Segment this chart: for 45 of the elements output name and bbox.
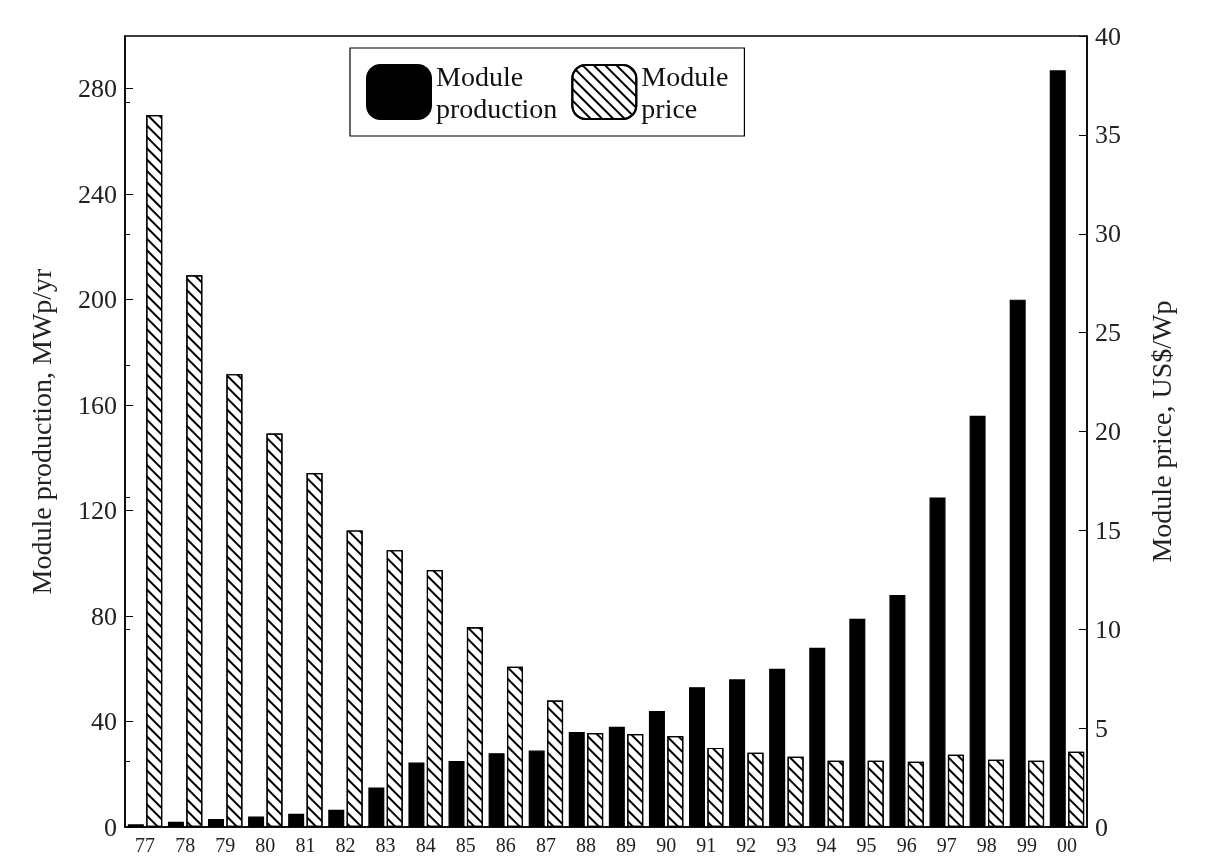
x-tick-label: 80 xyxy=(255,834,276,856)
y2-tick-label: 25 xyxy=(1095,318,1121,348)
y-tick-label: 80 xyxy=(91,601,117,631)
x-tick-label: 87 xyxy=(535,834,556,856)
y2-axis-title: Module price, US$/Wp xyxy=(1145,300,1177,563)
x-tick-label: 81 xyxy=(295,834,316,856)
x-tick-label: 78 xyxy=(175,834,196,856)
y2-tick-label: 35 xyxy=(1095,120,1121,150)
y-tick-label: 280 xyxy=(78,74,117,104)
x-tick-label: 98 xyxy=(976,834,997,856)
x-tick-label: 00 xyxy=(1056,834,1077,856)
x-tick-label: 97 xyxy=(936,834,957,856)
x-tick-label: 83 xyxy=(375,834,396,856)
x-tick-label: 79 xyxy=(215,834,236,856)
x-tick-label: 93 xyxy=(776,834,797,856)
x-tick-label: 92 xyxy=(736,834,757,856)
y-axis-title: Module production, MWp/yr xyxy=(25,267,57,595)
x-tick-label: 88 xyxy=(575,834,596,856)
legend-label: Module production xyxy=(436,60,558,124)
x-tick-label: 84 xyxy=(415,834,436,856)
x-tick-label: 85 xyxy=(455,834,476,856)
x-tick-label: 86 xyxy=(495,834,516,856)
y2-tick-label: 0 xyxy=(1095,812,1108,842)
x-tick-label: 91 xyxy=(696,834,717,856)
legend-label: Module price xyxy=(641,60,729,124)
x-tick-label: 99 xyxy=(1016,834,1037,856)
x-tick-label: 90 xyxy=(656,834,677,856)
y2-tick-label: 20 xyxy=(1095,417,1121,446)
y-tick-label: 200 xyxy=(78,285,117,315)
y2-tick-label: 40 xyxy=(1095,21,1121,51)
x-tick-label: 89 xyxy=(616,834,637,856)
y-tick-label: 160 xyxy=(78,390,117,420)
y2-tick-label: 30 xyxy=(1095,219,1121,249)
y-tick-label: 40 xyxy=(91,707,117,737)
x-tick-label: 95 xyxy=(856,834,877,856)
y-tick-label: 120 xyxy=(78,496,117,526)
x-tick-label: 94 xyxy=(816,834,837,856)
y-tick-label: 240 xyxy=(78,179,117,209)
y2-tick-label: 15 xyxy=(1095,515,1121,545)
y2-tick-label: 5 xyxy=(1095,713,1108,743)
x-tick-label: 96 xyxy=(896,834,917,856)
x-tick-label: 82 xyxy=(335,834,356,856)
y2-tick-label: 10 xyxy=(1095,614,1121,644)
y-tick-label: 0 xyxy=(104,812,117,842)
x-tick-label: 77 xyxy=(135,834,156,856)
